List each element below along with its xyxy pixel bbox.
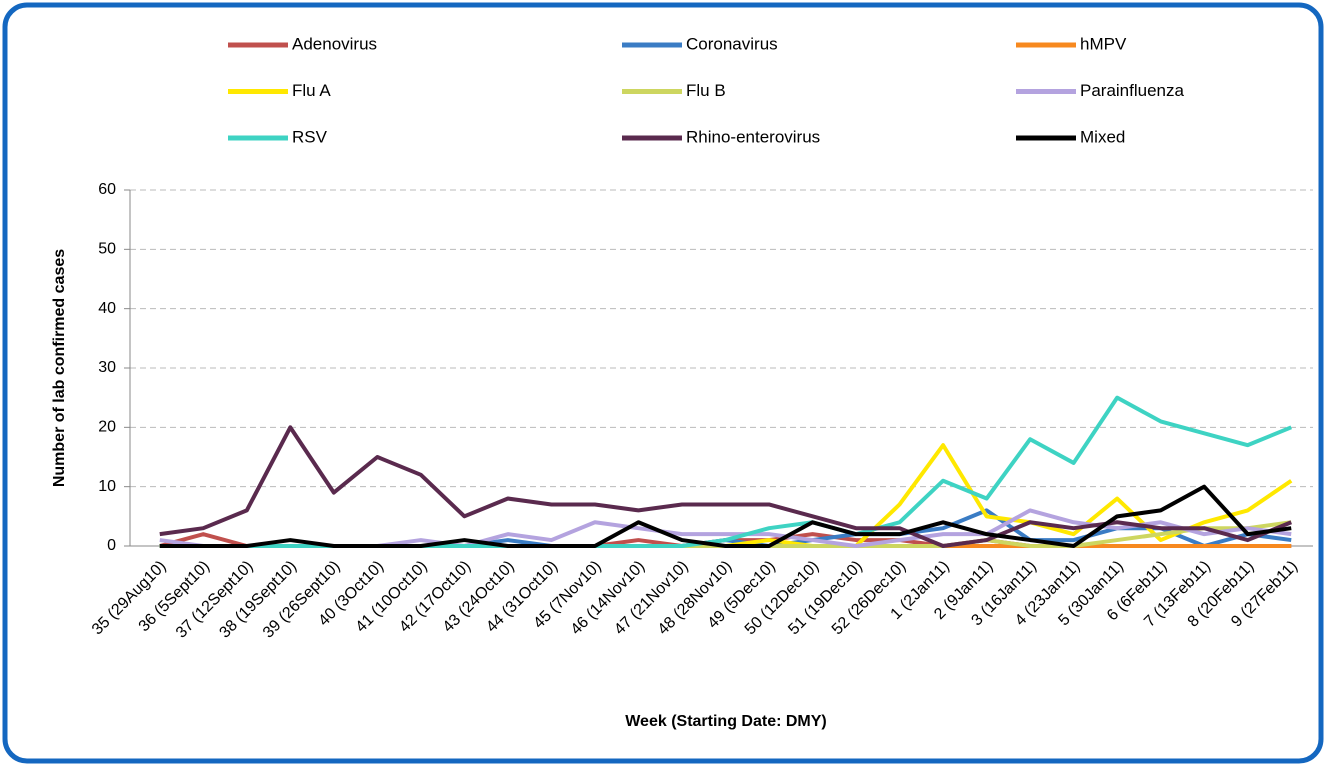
x-axis-label: Week (Starting Date: DMY)	[625, 713, 827, 730]
y-axis-label: Number of lab confirmed cases	[51, 249, 68, 487]
y-tick-label: 10	[98, 478, 116, 495]
legend-label: Flu B	[686, 81, 726, 100]
y-tick-label: 30	[98, 359, 116, 376]
y-tick-label: 0	[107, 537, 116, 554]
legend-label: Rhino-enterovirus	[686, 127, 820, 146]
series-line	[159, 484, 1292, 548]
legend-label: RSV	[292, 127, 328, 146]
y-tick-label: 60	[98, 181, 116, 198]
legend-label: Parainfluenza	[1080, 81, 1185, 100]
legend-label: hMPV	[1080, 34, 1127, 53]
y-tick-label: 20	[98, 419, 116, 436]
legend-label: Mixed	[1080, 127, 1125, 146]
legend-label: Adenovirus	[292, 34, 377, 53]
y-tick-label: 50	[98, 241, 116, 258]
y-tick-label: 40	[98, 300, 116, 317]
legend-label: Coronavirus	[686, 34, 778, 53]
legend-label: Flu A	[292, 81, 331, 100]
